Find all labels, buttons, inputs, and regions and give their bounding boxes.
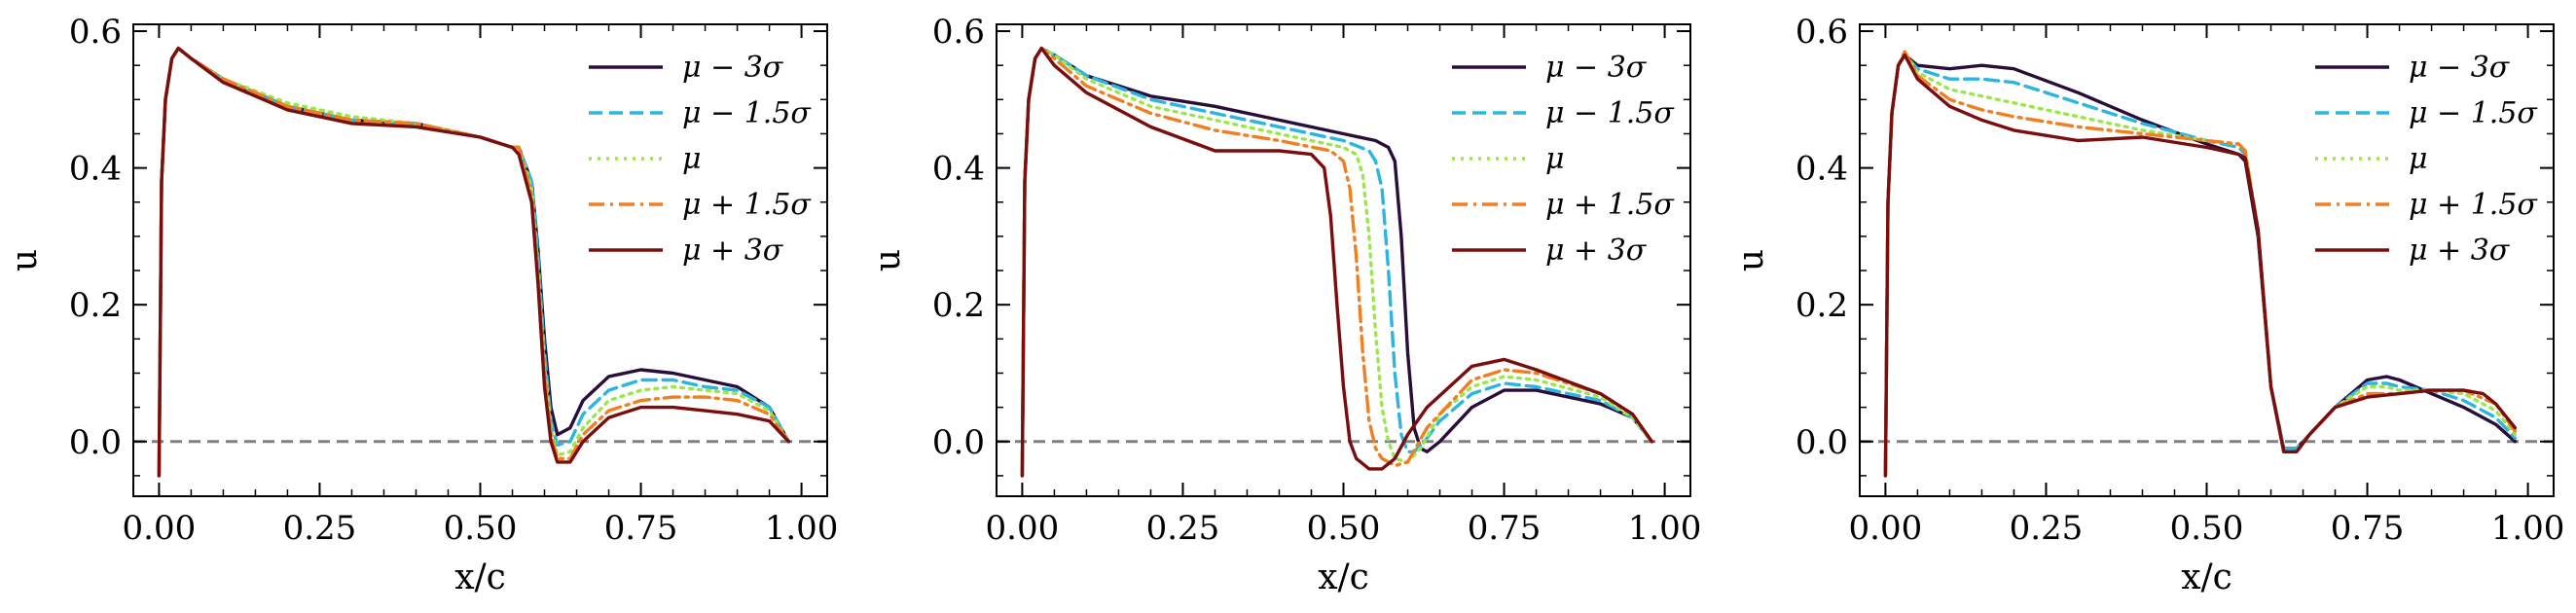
x-tick-label: 0.50 <box>1307 509 1381 548</box>
y-tick-label: 0.4 <box>932 150 985 189</box>
legend-label-2: μ − 1.5σ <box>2409 96 2538 130</box>
x-tick-label: 0.00 <box>1849 509 1923 548</box>
y-tick-label: 0.0 <box>1796 423 1848 462</box>
x-tick-label: 1.00 <box>765 509 839 548</box>
series-line-5 <box>1883 53 2518 478</box>
y-tick-label: 0.2 <box>69 286 122 325</box>
y-axis-label: u <box>5 249 45 271</box>
legend-label-1: μ − 3σ <box>682 51 784 85</box>
legend: μ − 3σ μ − 1.5σ μ μ + 1.5σ μ + 3σ <box>2315 51 2538 268</box>
x-tick-label: 0.25 <box>1146 509 1220 548</box>
x-axis-label: x/c <box>1318 558 1369 597</box>
x-tick-label: 0.75 <box>2331 509 2405 548</box>
x-tick-label: 0.25 <box>283 509 357 548</box>
legend-label-3: μ <box>1545 142 1565 176</box>
legend-label-2: μ − 1.5σ <box>682 96 812 130</box>
series-line-3 <box>157 46 791 478</box>
legend-label-4: μ + 1.5σ <box>2409 188 2538 222</box>
x-tick-label: 0.75 <box>604 509 678 548</box>
y-tick-label: 0.6 <box>1796 13 1848 52</box>
legend-label-1: μ − 3σ <box>2409 51 2511 85</box>
panel-2: 0.00 0.25 0.50 0.75 1.00 0.0 0.2 0.4 0.6 x/c u μ − … <box>868 13 1701 597</box>
series-line-5 <box>157 46 791 478</box>
legend-label-5: μ + 3σ <box>2409 234 2511 268</box>
x-tick-label: 0.75 <box>1468 509 1542 548</box>
y-tick-label: 0.2 <box>932 286 985 325</box>
panel-1: 0.00 0.25 0.50 0.75 1.00 0.0 0.2 0.4 0.6 x/c u μ − … <box>5 13 838 597</box>
y-tick-label: 0.4 <box>1796 150 1848 189</box>
y-axis-label: u <box>868 249 908 271</box>
legend: μ − 3σ μ − 1.5σ μ μ + 1.5σ μ + 3σ <box>589 51 812 268</box>
legend-label-4: μ + 1.5σ <box>682 188 812 222</box>
y-tick-label: 0.4 <box>69 150 122 189</box>
y-tick-label: 0.0 <box>932 423 985 462</box>
y-tick-label: 0.6 <box>69 13 122 52</box>
panel-3: 0.00 0.25 0.50 0.75 1.00 0.0 0.2 0.4 0.6 x/c u μ − … <box>1731 13 2564 597</box>
x-tick-label: 1.00 <box>1628 509 1702 548</box>
y-tick-label: 0.0 <box>69 423 122 462</box>
y-tick-label: 0.6 <box>932 13 985 52</box>
legend-label-4: μ + 1.5σ <box>1545 188 1675 222</box>
x-tick-label: 0.25 <box>2010 509 2084 548</box>
x-tick-label: 0.00 <box>986 509 1060 548</box>
legend-label-5: μ + 3σ <box>1545 234 1648 268</box>
legend: μ − 3σ μ − 1.5σ μ μ + 1.5σ μ + 3σ <box>1452 51 1675 268</box>
x-tick-label: 0.00 <box>123 509 197 548</box>
y-axis-label: u <box>1731 249 1771 271</box>
x-tick-label: 1.00 <box>2491 509 2565 548</box>
legend-label-2: μ − 1.5σ <box>1545 96 1675 130</box>
legend-label-3: μ <box>682 142 702 176</box>
x-axis-label: x/c <box>2181 558 2232 597</box>
legend-label-1: μ − 3σ <box>1545 51 1648 85</box>
x-tick-label: 0.50 <box>2170 509 2244 548</box>
legend-label-5: μ + 3σ <box>682 234 784 268</box>
series-line-3 <box>1020 46 1654 478</box>
x-tick-label: 0.50 <box>444 509 518 548</box>
legend-label-3: μ <box>2409 142 2428 176</box>
y-tick-label: 0.2 <box>1796 286 1848 325</box>
x-axis-label: x/c <box>454 558 506 597</box>
series-line-5 <box>1020 46 1654 478</box>
